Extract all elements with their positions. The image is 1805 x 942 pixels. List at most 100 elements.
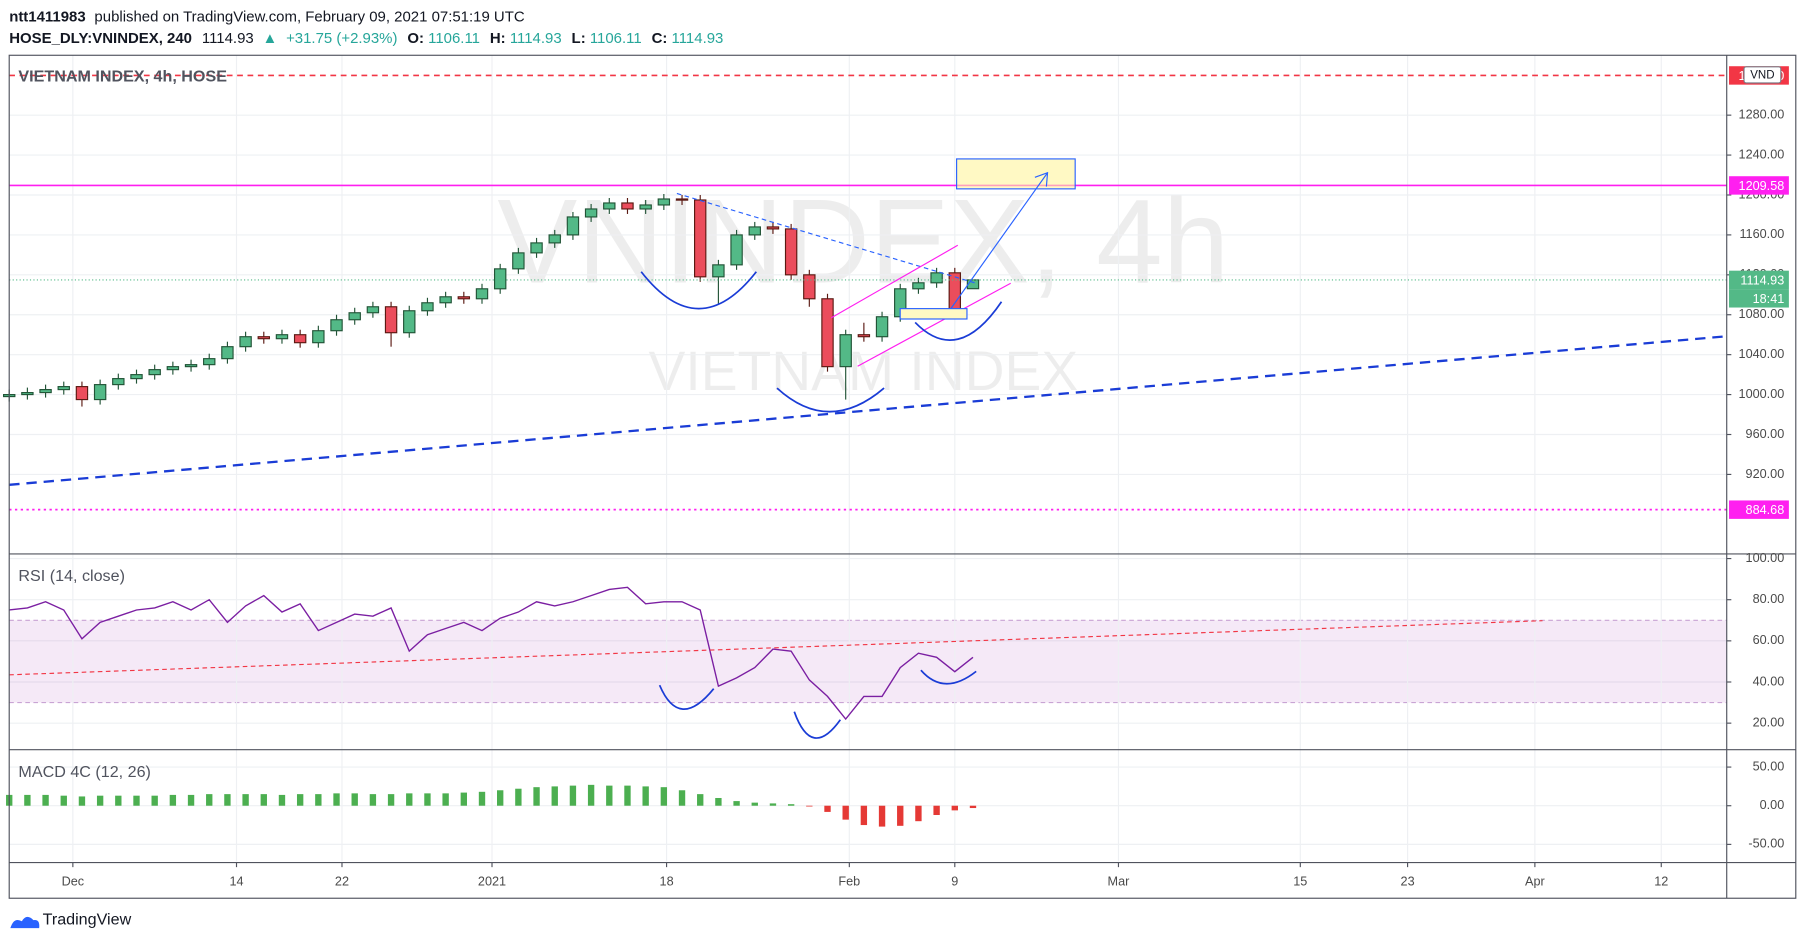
macd-bar xyxy=(824,805,831,812)
candle-body xyxy=(548,234,561,244)
x-tick-label: Dec xyxy=(62,874,85,888)
currency-box xyxy=(1743,66,1782,84)
macd-bar xyxy=(42,794,49,806)
y-tick-label: 0.00 xyxy=(1760,798,1785,812)
candle-body xyxy=(239,336,252,348)
zone xyxy=(899,308,968,320)
candle-body xyxy=(39,389,52,394)
level-label: 1209.58 xyxy=(1739,179,1785,193)
last-price-label: 1114.93 xyxy=(1740,273,1784,287)
macd-bar xyxy=(806,805,813,807)
candle-body xyxy=(403,310,416,334)
countdown-box xyxy=(1729,289,1789,308)
footer: TradingView xyxy=(10,910,132,929)
x-tick-label: 2021 xyxy=(478,874,506,888)
arc xyxy=(658,684,715,710)
macd-bar xyxy=(751,802,758,806)
y-tick-label: 40.00 xyxy=(1753,674,1785,688)
candle-body xyxy=(603,202,616,210)
x-tick-label: 15 xyxy=(1293,874,1307,888)
candle-body xyxy=(566,216,580,236)
candle-body xyxy=(930,272,943,284)
candle-body xyxy=(475,288,489,300)
macd-bar xyxy=(587,784,595,806)
candle-body xyxy=(639,204,652,210)
channel-line xyxy=(857,282,1011,367)
macd-bar xyxy=(333,793,340,806)
candle-body xyxy=(857,334,871,338)
pane-title: VIETNAM INDEX, 4h, HOSE xyxy=(18,67,227,85)
candle-body xyxy=(512,252,525,270)
y-tick-label: 50.00 xyxy=(1753,759,1785,773)
y-tick-label: 920.00 xyxy=(1746,467,1785,481)
x-tick-label: 12 xyxy=(1654,874,1668,888)
candle-body xyxy=(112,378,125,386)
close: 1114.93 xyxy=(672,30,724,47)
header-line: ntt1411983 published on TradingView.com,… xyxy=(9,8,525,25)
arc xyxy=(793,711,842,739)
grid xyxy=(9,55,1727,862)
candle-body xyxy=(439,296,452,304)
watermark: VNINDEX, 4h xyxy=(497,176,1229,309)
macd-bar xyxy=(424,793,431,806)
arrow-line xyxy=(950,172,1049,309)
candle-body xyxy=(875,316,889,338)
macd-bar xyxy=(442,793,449,806)
candle-body xyxy=(530,242,543,254)
candle-body xyxy=(148,369,161,376)
x-tick-label: 23 xyxy=(1401,874,1415,888)
macd-bar xyxy=(787,804,795,806)
y-tick-label: 60.00 xyxy=(1753,633,1785,647)
macd-bar xyxy=(697,794,704,806)
rsi-line xyxy=(9,586,974,721)
candle-body xyxy=(312,330,325,344)
trend-line xyxy=(9,335,1727,486)
macd-bar xyxy=(951,805,958,811)
candle-body xyxy=(203,358,216,366)
candle-body xyxy=(748,226,761,236)
macd-bar xyxy=(387,794,395,806)
arc xyxy=(640,271,757,310)
change: +31.75 (+2.93%) xyxy=(286,30,397,47)
candle-body xyxy=(93,384,107,401)
candle-body xyxy=(766,226,780,230)
arc xyxy=(920,669,977,685)
macd-bar xyxy=(24,794,31,806)
arrow-head xyxy=(1034,171,1049,187)
macd-bar xyxy=(860,805,868,826)
arc xyxy=(776,387,885,413)
y-tick-label: 960.00 xyxy=(1746,427,1785,441)
candle-body xyxy=(75,386,89,401)
y-tick-label: 20.00 xyxy=(1753,715,1785,729)
macd-bar xyxy=(715,797,722,806)
candle-body xyxy=(275,334,289,340)
candle-body xyxy=(803,274,816,300)
high: 1114.93 xyxy=(510,30,562,47)
drawings xyxy=(9,158,1727,739)
published: published on TradingView.com, February 0… xyxy=(94,8,524,25)
last-price-box xyxy=(1729,270,1789,290)
macd-bar xyxy=(478,791,486,806)
macd-bar xyxy=(278,794,286,806)
x-tick-label: 18 xyxy=(660,874,674,888)
arrow: ▲ xyxy=(263,30,278,47)
candle-body xyxy=(21,392,34,396)
macd-bar xyxy=(733,801,740,806)
candle-body xyxy=(730,234,743,266)
candle-body xyxy=(348,312,361,321)
last: 1114.93 xyxy=(202,30,254,47)
macd-bar xyxy=(187,794,195,806)
macd-bar xyxy=(133,795,140,806)
y-tick-label: 1080.00 xyxy=(1739,307,1785,321)
currency: VND xyxy=(1750,69,1774,81)
macd-bar xyxy=(678,790,686,806)
candle-body xyxy=(421,302,434,312)
countdown-label: 18:41 xyxy=(1753,292,1785,306)
macd-bar xyxy=(569,785,577,806)
labels: 920.00960.001000.001040.001080.001120.00… xyxy=(18,66,1789,888)
macd-bar xyxy=(169,794,177,806)
logo xyxy=(10,916,40,929)
candle-body xyxy=(712,264,725,278)
